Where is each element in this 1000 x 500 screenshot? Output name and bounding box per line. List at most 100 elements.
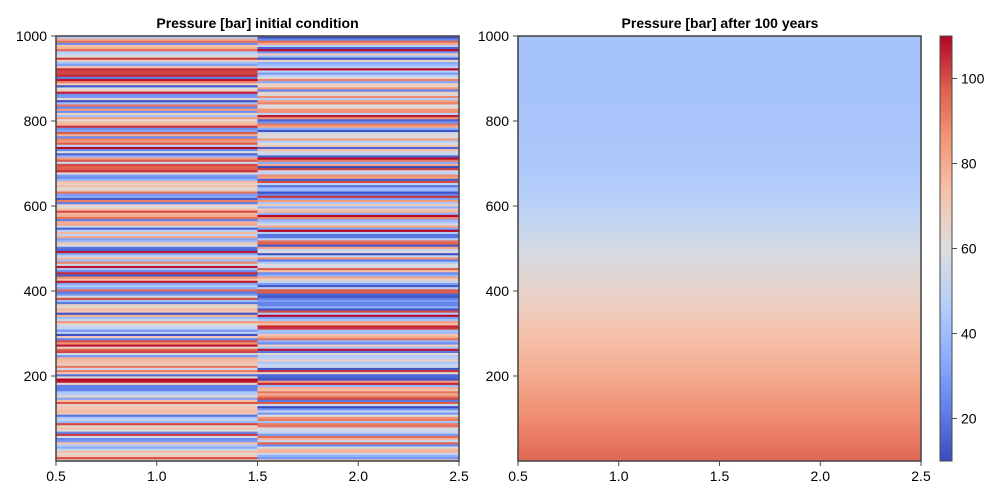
heatmap-cell xyxy=(257,142,459,145)
colorbar-ticks: 20 40 60 80 100 xyxy=(952,71,985,427)
heatmap-cell xyxy=(257,335,459,339)
heatmap-cell xyxy=(56,186,258,190)
x-tick-label: 1.0 xyxy=(147,468,167,484)
heatmap-cell xyxy=(56,57,258,60)
heatmap-cell xyxy=(56,420,258,424)
heatmap-cell xyxy=(56,174,258,177)
heatmap-cell xyxy=(257,220,459,224)
heatmap-cell xyxy=(56,288,258,292)
heatmap-cell xyxy=(56,72,258,75)
heatmap-cell xyxy=(257,163,459,167)
heatmap-cell xyxy=(56,227,258,230)
right-y-axis: 200 400 600 800 1000 xyxy=(478,28,518,384)
heatmap-cell xyxy=(56,405,258,409)
colorbar-tick-label: 80 xyxy=(961,156,977,172)
heatmap-cell xyxy=(257,99,459,103)
heatmap-cell xyxy=(56,61,258,65)
heatmap-cell xyxy=(56,441,258,445)
heatmap-cell xyxy=(257,263,459,266)
heatmap-cell xyxy=(257,454,459,458)
heatmap-cell xyxy=(56,76,258,79)
heatmap-cell xyxy=(257,40,459,43)
heatmap-cell xyxy=(257,437,459,441)
heatmap-cell xyxy=(56,123,258,126)
heatmap-cell xyxy=(56,148,258,152)
heatmap-cell xyxy=(56,325,258,328)
heatmap-cell xyxy=(56,354,258,358)
heatmap-cell xyxy=(56,335,258,339)
heatmap-cell xyxy=(56,390,258,394)
heatmap-cell xyxy=(56,458,258,461)
heatmap-cell xyxy=(56,229,258,232)
heatmap-cell xyxy=(257,199,459,203)
heatmap-cell xyxy=(257,297,459,300)
heatmap-cell xyxy=(56,339,258,343)
heatmap-cell xyxy=(257,114,459,118)
heatmap-cell xyxy=(257,182,459,186)
heatmap-cell xyxy=(257,95,459,99)
heatmap-cell xyxy=(257,269,459,273)
heatmap-cell xyxy=(257,288,459,292)
heatmap-cell xyxy=(56,106,258,109)
heatmap-cell xyxy=(257,70,459,73)
heatmap-cell xyxy=(257,331,459,334)
heatmap-cell xyxy=(257,227,459,230)
heatmap-cell xyxy=(257,123,459,126)
y-tick-label: 600 xyxy=(486,198,510,214)
heatmap-cell xyxy=(56,348,258,351)
heatmap-cell xyxy=(257,218,459,222)
y-tick-label: 800 xyxy=(24,113,48,129)
heatmap-cell xyxy=(257,369,459,373)
heatmap-cell xyxy=(257,169,459,173)
heatmap-cell xyxy=(257,129,459,133)
heatmap-cell xyxy=(257,405,459,409)
heatmap-cell xyxy=(56,53,258,56)
heatmap-cell xyxy=(56,121,258,124)
heatmap-cell xyxy=(257,339,459,343)
heatmap-cell xyxy=(257,63,459,67)
heatmap-cell xyxy=(257,248,459,252)
heatmap-cell xyxy=(257,210,459,213)
heatmap-cell xyxy=(257,301,459,305)
heatmap-cell xyxy=(257,384,459,388)
x-tick-label: 2.0 xyxy=(349,468,369,484)
heatmap-cell xyxy=(257,144,459,147)
heatmap-cell xyxy=(257,291,459,294)
heatmap-cell xyxy=(257,186,459,190)
heatmap-cell xyxy=(257,237,459,241)
heatmap-cell xyxy=(56,403,258,407)
heatmap-cell xyxy=(257,261,459,264)
heatmap-cell xyxy=(56,203,258,207)
heatmap-cell xyxy=(257,140,459,143)
heatmap-cell xyxy=(257,161,459,164)
heatmap-cell xyxy=(56,373,258,377)
heatmap-cell xyxy=(56,142,258,145)
heatmap-cell xyxy=(257,342,459,345)
heatmap-cell xyxy=(56,237,258,241)
heatmap-cell xyxy=(257,48,459,52)
heatmap-cell xyxy=(257,280,459,283)
y-tick-label: 1000 xyxy=(478,28,509,44)
heatmap-cell xyxy=(257,208,459,211)
heatmap-cell xyxy=(56,95,258,99)
heatmap-cell xyxy=(56,265,258,269)
heatmap-cell xyxy=(56,118,258,122)
heatmap-cell xyxy=(56,439,258,443)
heatmap-cell xyxy=(257,431,459,434)
heatmap-cell xyxy=(56,274,258,277)
heatmap-cell xyxy=(257,110,459,113)
heatmap-cell xyxy=(56,144,258,147)
heatmap-cell xyxy=(257,118,459,122)
heatmap-cell xyxy=(257,435,459,439)
heatmap-cell xyxy=(257,354,459,358)
colorbar-gradient xyxy=(940,36,952,461)
heatmap-cell xyxy=(56,352,258,356)
heatmap-cell xyxy=(56,361,258,364)
heatmap-cell xyxy=(56,433,258,436)
heatmap-cell xyxy=(257,427,459,430)
heatmap-cell xyxy=(56,65,258,69)
heatmap-cell xyxy=(257,450,459,453)
heatmap-cell xyxy=(56,384,258,388)
heatmap-cell xyxy=(257,231,459,235)
